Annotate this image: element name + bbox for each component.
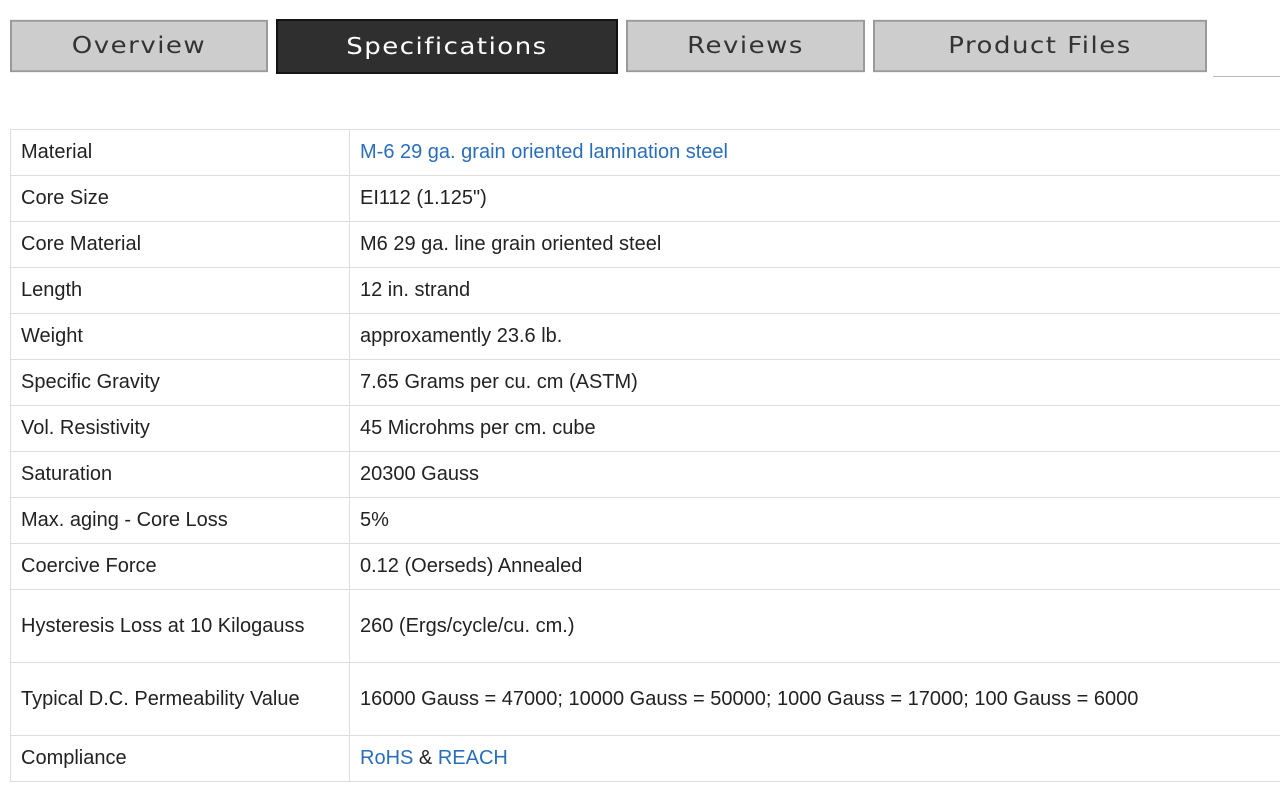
table-row: Core Material M6 29 ga. line grain orient…: [10, 221, 1280, 268]
spec-key: Coercive Force: [10, 543, 350, 590]
spec-value: 20300 Gauss: [349, 451, 1280, 498]
ampersand: &: [418, 747, 433, 769]
spec-value: approxamently 23.6 lb.: [349, 313, 1280, 360]
tab-overview[interactable]: Overview: [10, 19, 268, 73]
spec-value: 260 (Ergs/cycle/cu. cm.): [349, 589, 1280, 663]
spec-value: 16000 Gauss = 47000; 10000 Gauss = 50000…: [349, 662, 1280, 736]
specifications-table: Material M-6 29 ga. grain oriented lamina…: [10, 129, 1280, 782]
spec-value: 5%: [349, 497, 1280, 544]
table-row: Max. aging - Core Loss 5%: [10, 497, 1280, 544]
table-row: Hysteresis Loss at 10 Kilogauss 260 (Ergs…: [10, 589, 1280, 663]
spec-value: M-6 29 ga. grain oriented lamination ste…: [349, 129, 1280, 176]
spec-key: Vol. Resistivity: [10, 405, 350, 452]
tab-specifications[interactable]: Specifications: [276, 19, 618, 74]
table-row: Coercive Force 0.12 (Oerseds) Annealed: [10, 543, 1280, 590]
tab-product-files[interactable]: Product Files: [873, 19, 1207, 73]
table-row: Compliance RoHS & REACH: [10, 735, 1280, 782]
spec-key: Typical D.C. Permeability Value: [10, 662, 350, 736]
reach-link[interactable]: REACH: [437, 747, 508, 769]
spec-value: M6 29 ga. line grain oriented steel: [349, 221, 1280, 268]
spec-value: 0.12 (Oerseds) Annealed: [349, 543, 1280, 590]
spec-key: Compliance: [10, 735, 350, 782]
spec-value: EI112 (1.125"): [349, 175, 1280, 222]
tab-reviews[interactable]: Reviews: [626, 19, 865, 73]
spec-value: 45 Microhms per cm. cube: [349, 405, 1280, 452]
spec-value: RoHS & REACH: [349, 735, 1280, 782]
table-row: Weight approxamently 23.6 lb.: [10, 313, 1280, 360]
rohs-link[interactable]: RoHS: [360, 747, 414, 769]
spec-value: 7.65 Grams per cu. cm (ASTM): [349, 359, 1280, 406]
spec-value: 12 in. strand: [349, 267, 1280, 314]
table-row: Typical D.C. Permeability Value 16000 Gau…: [10, 662, 1280, 736]
table-row: Core Size EI112 (1.125"): [10, 175, 1280, 222]
table-row: Material M-6 29 ga. grain oriented lamina…: [10, 129, 1280, 176]
spec-key: Specific Gravity: [10, 359, 350, 406]
spec-key: Max. aging - Core Loss: [10, 497, 350, 544]
spec-key: Material: [10, 129, 350, 176]
spec-key: Saturation: [10, 451, 350, 498]
table-row: Length 12 in. strand: [10, 267, 1280, 314]
spec-key: Weight: [10, 313, 350, 360]
table-row: Saturation 20300 Gauss: [10, 451, 1280, 498]
spec-key: Core Material: [10, 221, 350, 268]
spec-key: Length: [10, 267, 350, 314]
tab-divider: [1213, 76, 1280, 77]
spec-key: Hysteresis Loss at 10 Kilogauss: [10, 589, 350, 663]
material-link[interactable]: M-6 29 ga. grain oriented lamination ste…: [360, 141, 728, 163]
table-row: Vol. Resistivity 45 Microhms per cm. cube: [10, 405, 1280, 452]
table-row: Specific Gravity 7.65 Grams per cu. cm (A…: [10, 359, 1280, 406]
spec-key: Core Size: [10, 175, 350, 222]
